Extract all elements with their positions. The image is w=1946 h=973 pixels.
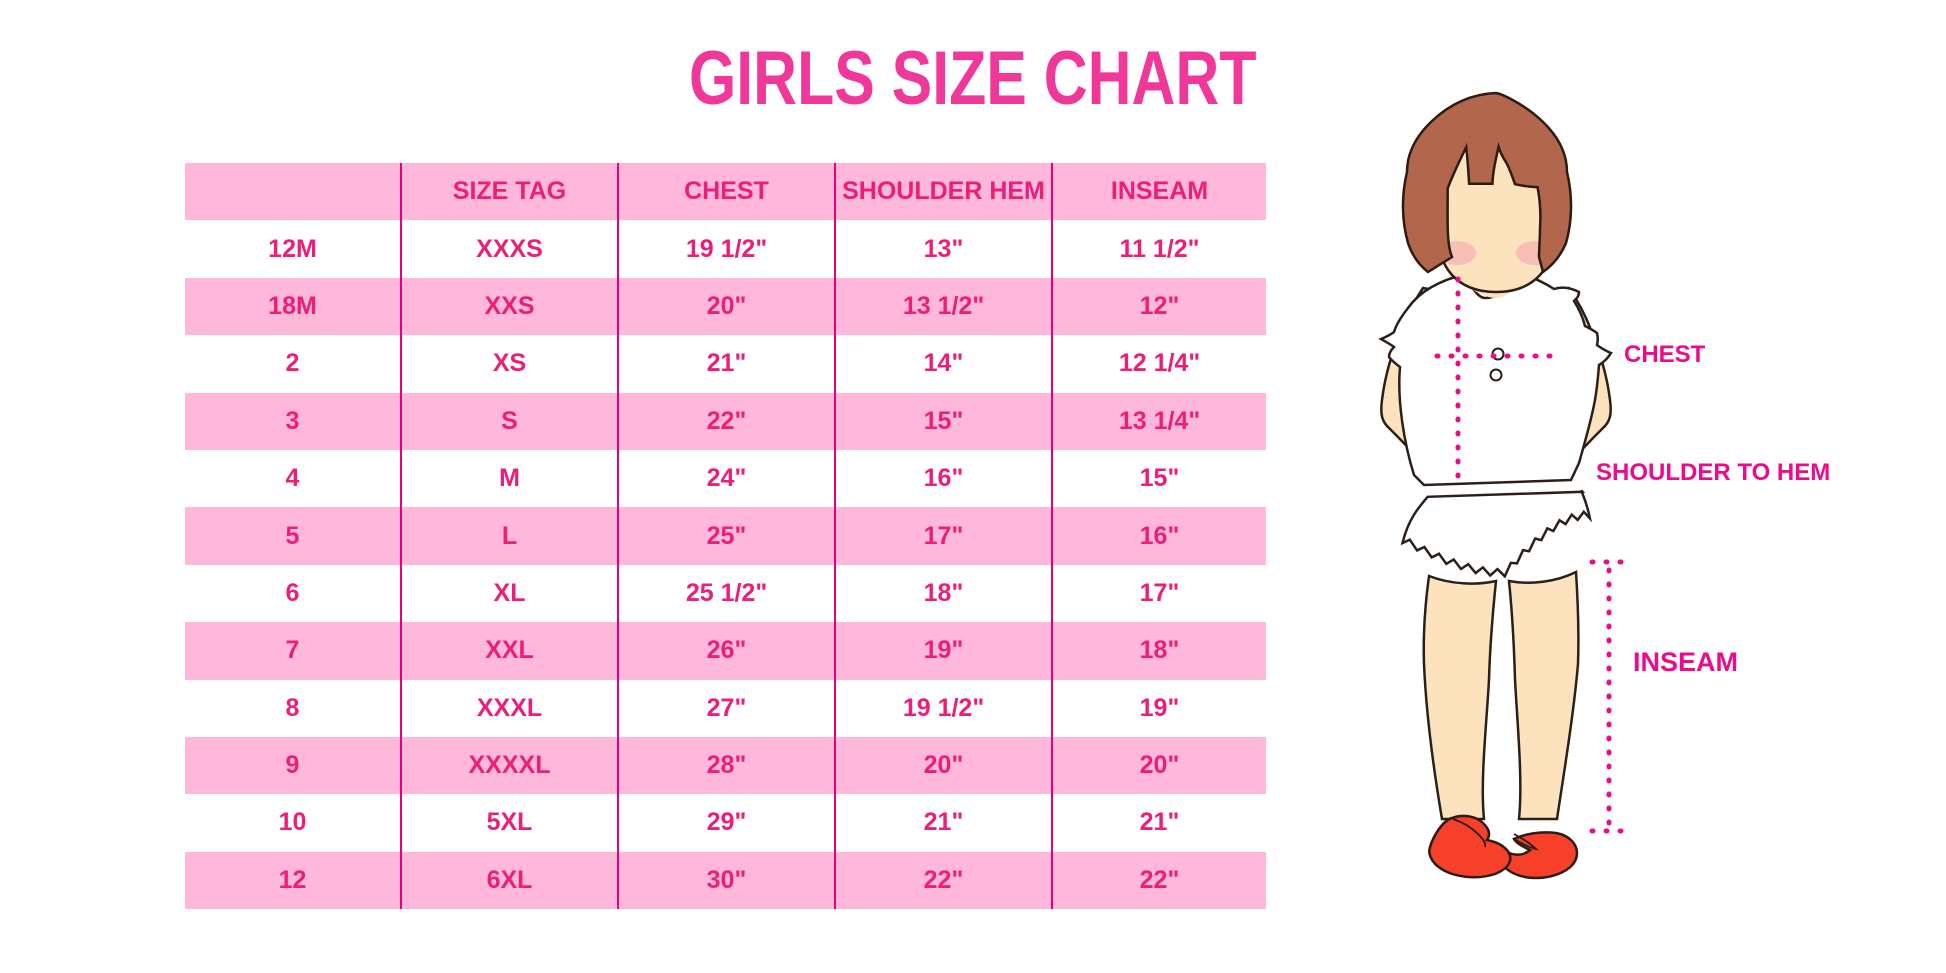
svg-text:SHOULDER TO HEM: SHOULDER TO HEM [1596,459,1830,486]
svg-text:INSEAM: INSEAM [1633,647,1738,677]
svg-text:CHEST: CHEST [1624,341,1706,368]
